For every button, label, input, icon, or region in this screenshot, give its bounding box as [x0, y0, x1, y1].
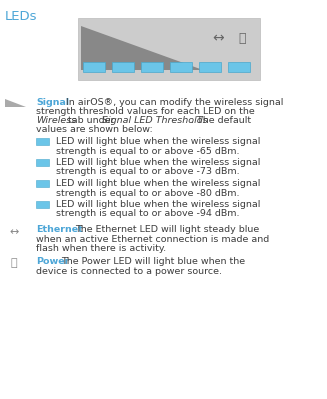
FancyBboxPatch shape [141, 62, 163, 72]
Text: Signal: Signal [36, 98, 69, 107]
Text: ↔: ↔ [212, 31, 224, 45]
Text: when an active Ethernet connection is made and: when an active Ethernet connection is ma… [36, 235, 269, 243]
Text: strength is equal to or above -80 dBm.: strength is equal to or above -80 dBm. [56, 188, 239, 198]
FancyBboxPatch shape [36, 180, 49, 187]
Text: The Ethernet LED will light steady blue: The Ethernet LED will light steady blue [75, 225, 259, 234]
Text: values are shown below:: values are shown below: [36, 125, 153, 134]
Text: LED will light blue when the wireless signal: LED will light blue when the wireless si… [56, 137, 260, 146]
FancyBboxPatch shape [36, 138, 49, 145]
Text: Wireless: Wireless [36, 116, 76, 125]
Polygon shape [5, 99, 26, 107]
Polygon shape [81, 26, 203, 70]
Text: LED will light blue when the wireless signal: LED will light blue when the wireless si… [56, 179, 260, 188]
FancyBboxPatch shape [228, 62, 250, 72]
Text: . The default: . The default [191, 116, 251, 125]
FancyBboxPatch shape [170, 62, 192, 72]
Text: LED will light blue when the wireless signal: LED will light blue when the wireless si… [56, 158, 260, 167]
Text: Signal LED Thresholds: Signal LED Thresholds [102, 116, 208, 125]
FancyBboxPatch shape [112, 62, 134, 72]
FancyBboxPatch shape [83, 62, 105, 72]
Text: ↔: ↔ [9, 227, 19, 237]
Text: Power: Power [36, 257, 69, 266]
Text: The Power LED will light blue when the: The Power LED will light blue when the [61, 257, 245, 266]
Text: strength is equal to or above -73 dBm.: strength is equal to or above -73 dBm. [56, 168, 240, 176]
Text: LEDs: LEDs [5, 10, 38, 23]
Text: strength is equal to or above -65 dBm.: strength is equal to or above -65 dBm. [56, 146, 239, 156]
Text: strength threshold values for each LED on the: strength threshold values for each LED o… [36, 107, 255, 116]
Text: strength is equal to or above -94 dBm.: strength is equal to or above -94 dBm. [56, 209, 239, 219]
FancyBboxPatch shape [199, 62, 221, 72]
Text: ⏻: ⏻ [238, 32, 246, 45]
Text: flash when there is activity.: flash when there is activity. [36, 244, 166, 253]
FancyBboxPatch shape [36, 159, 49, 166]
FancyBboxPatch shape [36, 201, 49, 208]
Text: LED will light blue when the wireless signal: LED will light blue when the wireless si… [56, 200, 260, 209]
FancyBboxPatch shape [78, 18, 260, 80]
Text: tab under: tab under [65, 116, 117, 125]
Text: ⏻: ⏻ [11, 258, 17, 268]
Text: device is connected to a power source.: device is connected to a power source. [36, 267, 222, 275]
Text: Ethernet: Ethernet [36, 225, 83, 234]
Text: In airOS®, you can modify the wireless signal: In airOS®, you can modify the wireless s… [66, 98, 284, 107]
